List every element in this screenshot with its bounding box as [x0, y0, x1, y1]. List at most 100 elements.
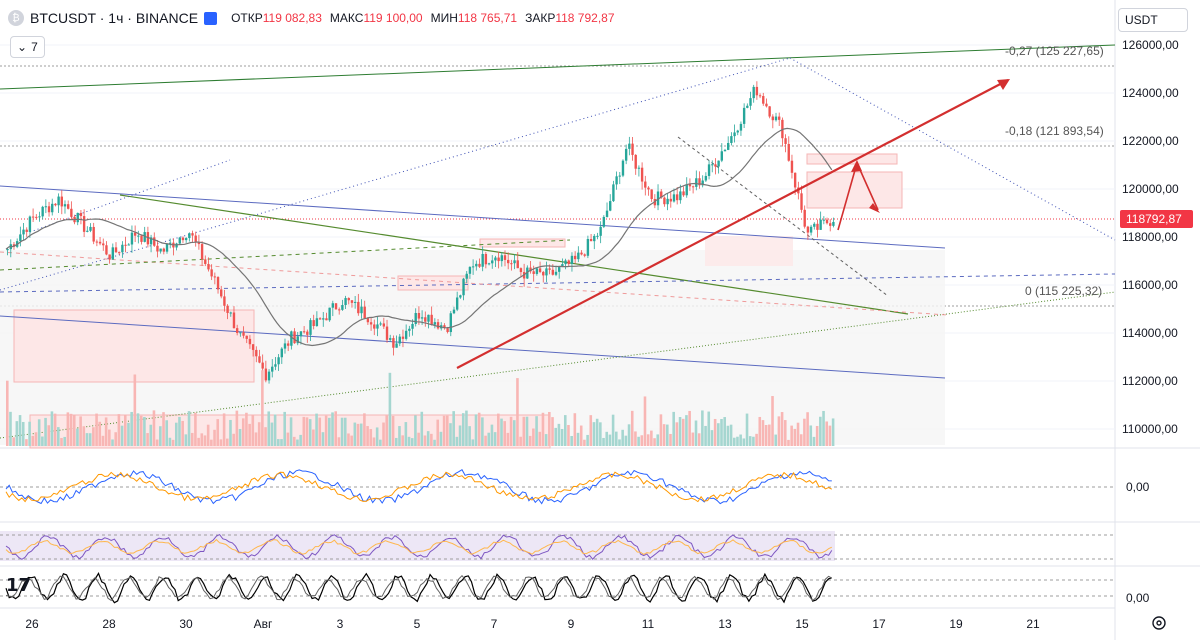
candle-body [538, 268, 542, 272]
candle-body [691, 186, 695, 188]
candle-body [669, 198, 672, 202]
candle-body [675, 194, 679, 201]
candle-body [60, 196, 63, 207]
candle-body [334, 303, 338, 310]
candle-body [92, 226, 95, 242]
volume-bar [752, 436, 755, 446]
candle-body [809, 226, 813, 233]
volume-bar [331, 412, 334, 446]
candle-body [679, 191, 682, 201]
volume-bar [31, 435, 35, 446]
volume-bar [200, 433, 204, 446]
volume-bar [379, 439, 382, 446]
candle-body [621, 160, 625, 176]
volume-bar [382, 422, 385, 446]
candle-body [615, 176, 618, 185]
volume-bar [595, 418, 599, 446]
high-label: МАКС [329, 11, 364, 25]
candle-body [379, 323, 382, 325]
candle-body [22, 229, 25, 235]
volume-bar [238, 428, 242, 446]
candle-body [723, 149, 727, 152]
candle-body [79, 212, 83, 217]
volume-bar [669, 433, 672, 446]
candle-body [86, 230, 89, 232]
candle-body [793, 172, 797, 188]
candle-body [41, 206, 44, 217]
volume-bar [213, 429, 216, 446]
volume-bar [334, 411, 337, 446]
volume-bar [748, 436, 752, 446]
candle-body [98, 241, 102, 244]
candle-body [688, 184, 692, 187]
candle-body [484, 253, 488, 265]
price-axis-label: 110000,00 [1122, 422, 1178, 436]
candle-body [781, 119, 784, 139]
volume-bar [525, 416, 529, 446]
candle-body [220, 289, 223, 297]
symbol-title[interactable]: BTCUSDT · 1ч · BINANCE [30, 10, 199, 26]
candle-body [433, 322, 437, 325]
candle-body [647, 187, 650, 190]
candle-body [286, 343, 290, 346]
volume-bar [270, 422, 274, 446]
volume-bar [455, 436, 459, 446]
candle-body [612, 184, 615, 202]
candle-body [778, 116, 781, 120]
volume-bar [171, 439, 175, 446]
volume-bar [506, 432, 510, 446]
time-axis-label: 9 [568, 617, 575, 631]
currency-selector[interactable]: USDT [1118, 8, 1188, 32]
tradingview-logo: 17 [6, 575, 32, 596]
time-axis-label: 21 [1026, 617, 1040, 631]
volume-bar [471, 439, 475, 446]
time-axis-label: 15 [795, 617, 809, 631]
candle-body [573, 255, 577, 260]
volume-bar [640, 435, 644, 446]
close-label: ЗАКР [525, 11, 556, 25]
volume-bar [803, 418, 806, 446]
volume-bar [713, 418, 717, 446]
volume-bar [57, 427, 60, 446]
indicators-toggle-button[interactable]: ⌄ 7 [10, 36, 45, 58]
volume-bar [216, 419, 220, 446]
volume-bar [283, 411, 286, 446]
volume-bar [780, 412, 784, 446]
candle-body [618, 175, 621, 177]
candle-body [545, 268, 548, 276]
candle-body [701, 180, 704, 186]
gear-icon[interactable] [1150, 614, 1168, 632]
price-axis-label: 126000,00 [1122, 38, 1179, 52]
candle-body [790, 160, 794, 173]
candle-body [510, 263, 513, 265]
candle-body [290, 331, 293, 346]
candle-body [602, 216, 606, 227]
candle-body [162, 248, 166, 252]
volume-bar [544, 434, 548, 446]
volume-bar [627, 424, 631, 446]
flag-icon[interactable] [204, 11, 218, 25]
candle-body [481, 253, 484, 267]
candle-body [353, 301, 357, 303]
volume-bar [394, 437, 398, 446]
candle-body [532, 271, 535, 274]
candle-body [449, 313, 452, 333]
volume-bar [423, 435, 427, 446]
time-axis-label: 11 [642, 617, 655, 631]
candle-body [414, 312, 417, 324]
volume-bar [691, 432, 695, 446]
candle-body [554, 271, 558, 275]
volume-bar [152, 410, 156, 446]
volume-bar [563, 415, 567, 446]
candle-body [666, 198, 669, 205]
volume-bar [292, 436, 296, 446]
candle-body [143, 232, 146, 242]
macd-zero-label: 0,00 [1126, 480, 1150, 494]
candle-body [784, 138, 787, 144]
candle-body [829, 223, 832, 226]
volume-bar [656, 434, 660, 446]
volume-bar [248, 423, 251, 446]
volume-bar [203, 435, 207, 446]
volume-bar [388, 372, 392, 446]
